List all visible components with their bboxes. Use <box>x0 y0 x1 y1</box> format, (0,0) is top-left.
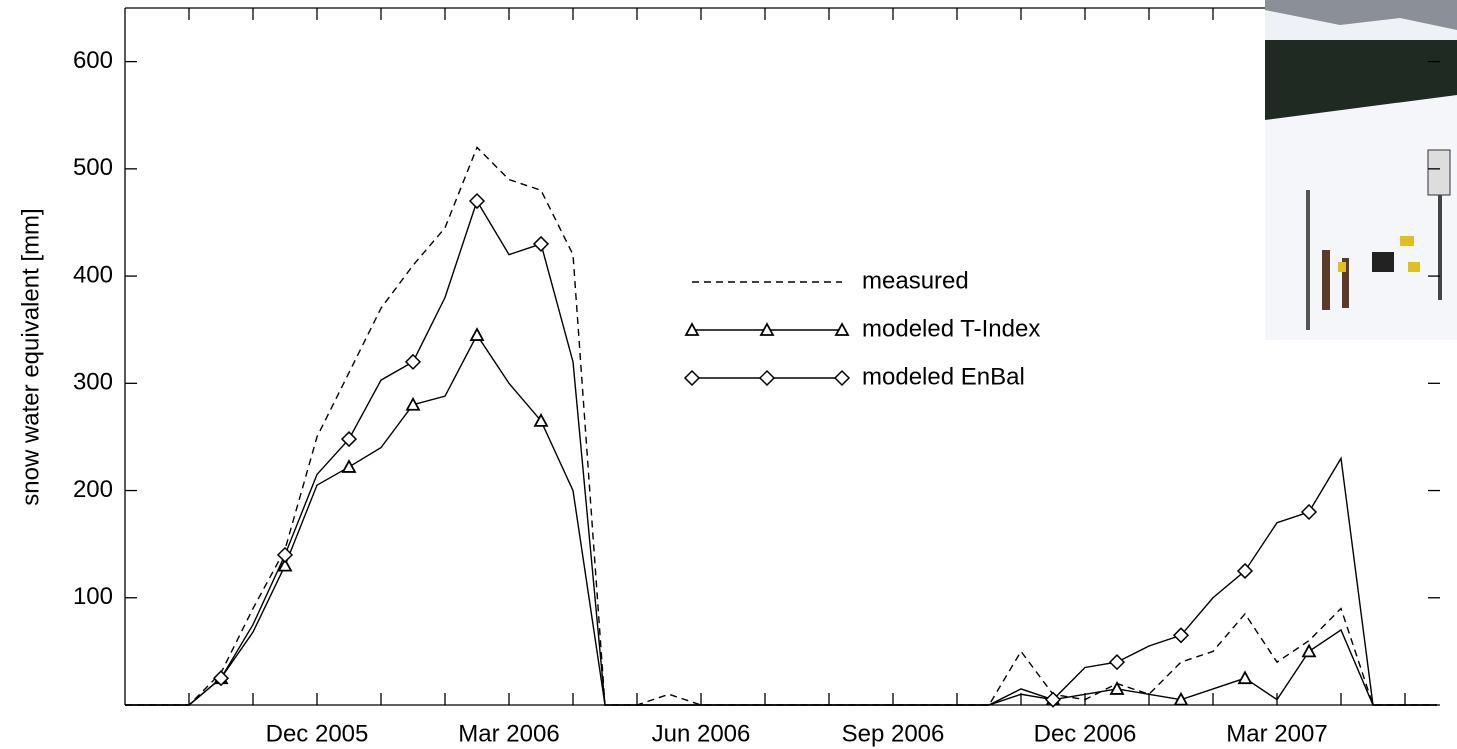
x-tick-label: Mar 2007 <box>1226 720 1327 747</box>
legend-marker <box>683 369 701 387</box>
x-tick-label: Sep 2006 <box>842 720 945 747</box>
series <box>125 327 1437 706</box>
marker <box>404 353 422 370</box>
legend-marker <box>834 322 850 336</box>
line <box>125 333 1437 706</box>
legend-marker <box>833 369 851 387</box>
marker <box>1044 691 1062 708</box>
photo <box>1265 0 1457 340</box>
marker <box>532 235 550 252</box>
y-tick-label: 300 <box>73 369 113 396</box>
marker <box>341 459 357 473</box>
marker <box>340 431 358 448</box>
y-tick-label: 200 <box>73 476 113 503</box>
legend-marker <box>758 369 776 387</box>
x-tick-label: Mar 2006 <box>458 720 559 747</box>
marker <box>1301 643 1317 658</box>
marker <box>276 546 294 563</box>
legend-label: measured <box>862 267 969 294</box>
marker <box>212 670 230 687</box>
series <box>125 192 1437 708</box>
legend-label: modeled EnBal <box>862 363 1025 390</box>
marker <box>469 327 485 341</box>
legend-marker <box>759 322 775 336</box>
marker <box>1109 681 1125 695</box>
line <box>125 146 1437 706</box>
y-tick-label: 400 <box>73 261 113 288</box>
x-tick-label: Dec 2006 <box>1034 720 1137 747</box>
marker <box>1173 691 1189 706</box>
y-tick-label: 100 <box>73 583 113 610</box>
series <box>125 146 1437 706</box>
x-tick-label: Dec 2005 <box>266 720 369 747</box>
y-tick-label: 500 <box>73 154 113 181</box>
marker <box>1237 670 1253 685</box>
x-tick-label: Jun 2006 <box>652 720 751 747</box>
marker <box>1108 654 1126 671</box>
marker <box>1172 627 1190 644</box>
marker <box>533 412 549 427</box>
marker <box>1236 562 1254 580</box>
y-tick-label: 600 <box>73 47 113 74</box>
marker <box>1300 503 1318 521</box>
line <box>125 199 1437 706</box>
y-axis-label: snow water equivalent [mm] <box>17 208 44 505</box>
marker <box>468 192 486 210</box>
legend-label: modeled T-Index <box>862 315 1040 342</box>
legend-marker <box>684 322 700 336</box>
marker <box>405 396 421 411</box>
marker <box>277 557 293 572</box>
